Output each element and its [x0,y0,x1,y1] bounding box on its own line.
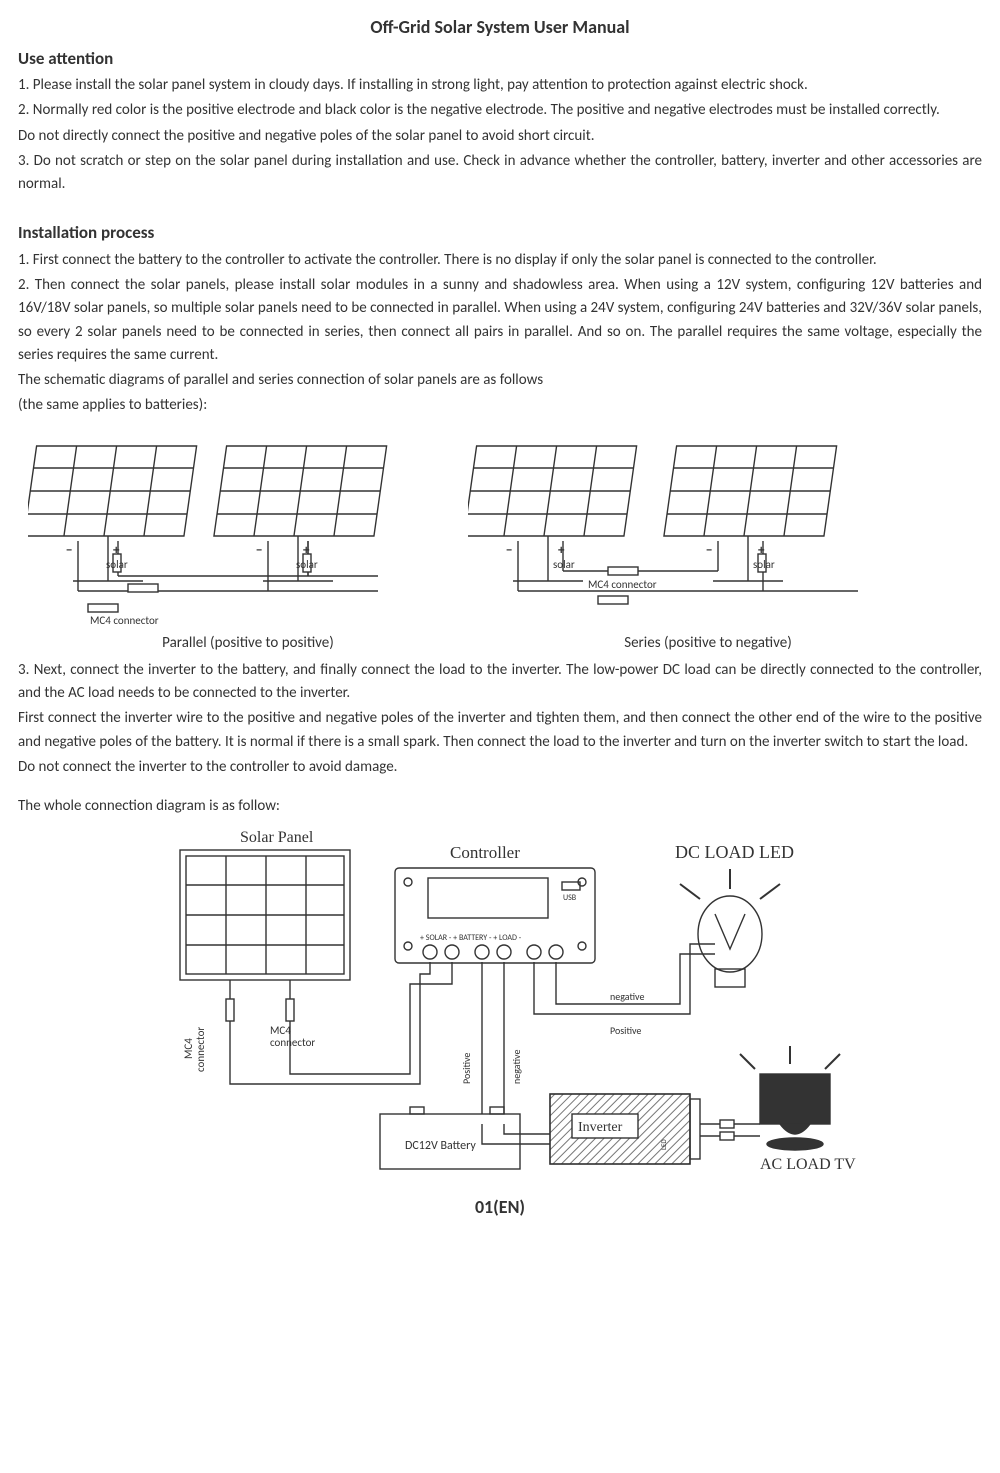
svg-text:−: − [506,543,512,558]
usb-label: USB [563,893,577,903]
install-p5: 3. Next, connect the inverter to the bat… [18,659,982,706]
svg-text:connector: connector [194,1027,207,1072]
svg-text:MC4 connector: MC4 connector [588,578,657,591]
installation-heading: Installation process [18,220,982,246]
parallel-caption: Parallel (positive to positive) [18,632,438,655]
svg-text:solar: solar [553,558,575,571]
solar-panel-label: Solar Panel [240,829,314,846]
schematic-row: − + solar − + solar MC4 connector [18,436,982,626]
inverter-label: Inverter [578,1120,623,1135]
svg-text:connector: connector [270,1036,315,1049]
minus-label: − [66,543,72,558]
whole-diagram: Solar Panel MC4 connector MC4 connector … [18,824,982,1184]
ac-load-label: AC LOAD TV [760,1156,856,1173]
install-p2: 2. Then connect the solar panels, please… [18,274,982,367]
install-p3: The schematic diagrams of parallel and s… [18,369,982,392]
svg-text:Positive: Positive [610,1024,641,1037]
controller-label: Controller [450,843,520,862]
use-attention-p2: 2. Normally red color is the positive el… [18,99,982,122]
svg-text:LED: LED [659,1139,668,1150]
svg-text:negative: negative [610,990,644,1003]
svg-text:solar: solar [753,558,775,571]
use-attention-heading: Use attention [18,46,982,72]
use-attention-p1: 1. Please install the solar panel system… [18,74,982,97]
install-p1: 1. First connect the battery to the cont… [18,249,982,272]
caption-row: Parallel (positive to positive) Series (… [18,632,982,655]
terminals-label: + SOLAR - + BATTERY - + LOAD - [420,933,522,943]
install-p6: First connect the inverter wire to the p… [18,707,982,754]
svg-text:−: − [706,543,712,558]
install-p4: (the same applies to batteries): [18,394,982,417]
negative-vert-label: negative [510,1050,523,1084]
battery-label: DC12V Battery [405,1139,476,1153]
plus-label: + [113,543,120,558]
page-title: Off-Grid Solar System User Manual [18,14,982,42]
series-diagram: − + solar − + solar MC4 connector [468,436,888,626]
svg-text:+: + [758,543,765,558]
series-caption: Series (positive to negative) [438,632,918,655]
parallel-diagram: − + solar − + solar MC4 connector [28,436,408,626]
use-attention-p4: 3. Do not scratch or step on the solar p… [18,150,982,197]
positive-vert-label: Positive [460,1053,473,1084]
install-p8: The whole connection diagram is as follo… [18,795,982,818]
use-attention-p3: Do not directly connect the positive and… [18,125,982,148]
page-footer: 01(EN) [18,1194,982,1222]
minus-label-2: − [256,543,262,558]
solar-label-2: solar [296,558,318,571]
install-p7: Do not connect the inverter to the contr… [18,756,982,779]
dc-load-label: DC LOAD LED [675,842,794,862]
mc4-label: MC4 connector [90,614,159,626]
svg-text:+: + [558,543,565,558]
solar-label: solar [106,558,128,571]
plus-label-2: + [303,543,310,558]
